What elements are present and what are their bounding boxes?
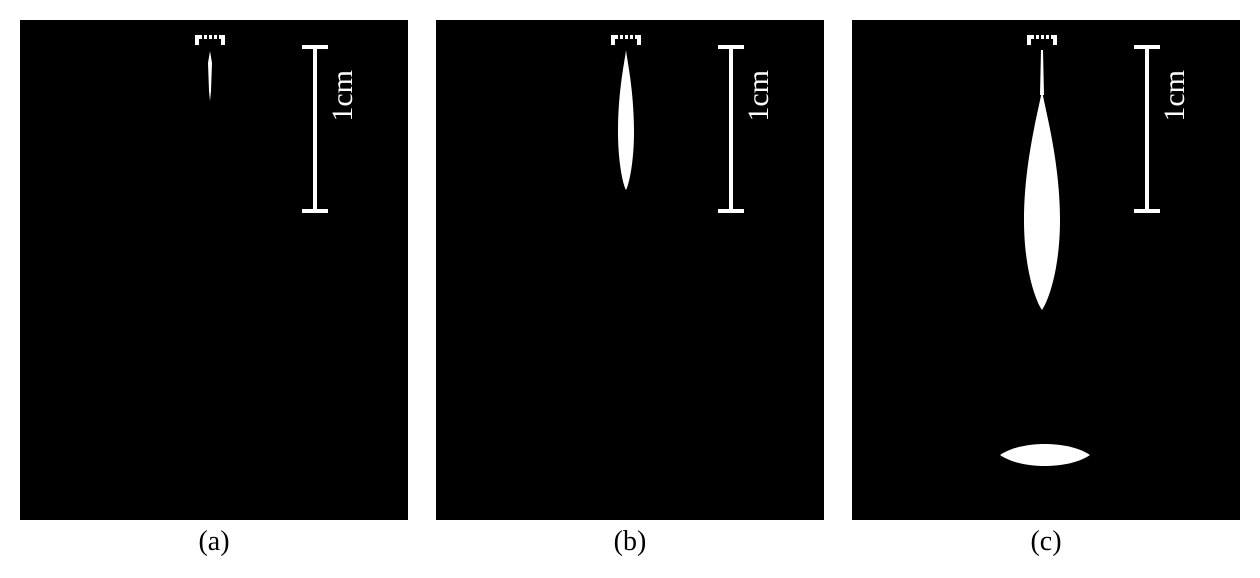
panel-b-cavity <box>612 50 640 190</box>
panel-c: 1cm <box>852 20 1240 520</box>
scale-label-b: 1cm <box>742 70 776 122</box>
panel-b-caption: (b) <box>614 526 647 558</box>
panel-a-jet <box>204 51 216 101</box>
panel-c-stem <box>1037 50 1047 95</box>
figure-row: 1cm (a) 1cm (b) <box>20 20 1240 558</box>
panel-a-caption: (a) <box>198 526 229 558</box>
scale-bar-c <box>1122 43 1172 215</box>
scale-bar-a <box>290 43 340 215</box>
panel-c-splash <box>998 444 1092 466</box>
panel-b: 1cm <box>436 20 824 520</box>
scale-label-c: 1cm <box>1158 70 1192 122</box>
scale-bar-b <box>706 43 756 215</box>
panel-c-caption: (c) <box>1030 526 1061 558</box>
panel-b-wrap: 1cm (b) <box>436 20 824 558</box>
panel-a-wrap: 1cm (a) <box>20 20 408 558</box>
panel-a: 1cm <box>20 20 408 520</box>
nozzle-icon <box>611 35 641 51</box>
panel-c-cavity <box>1020 90 1064 310</box>
nozzle-icon <box>1027 35 1057 51</box>
scale-label-a: 1cm <box>326 70 360 122</box>
panel-c-wrap: 1cm (c) <box>852 20 1240 558</box>
nozzle-icon <box>195 35 225 51</box>
